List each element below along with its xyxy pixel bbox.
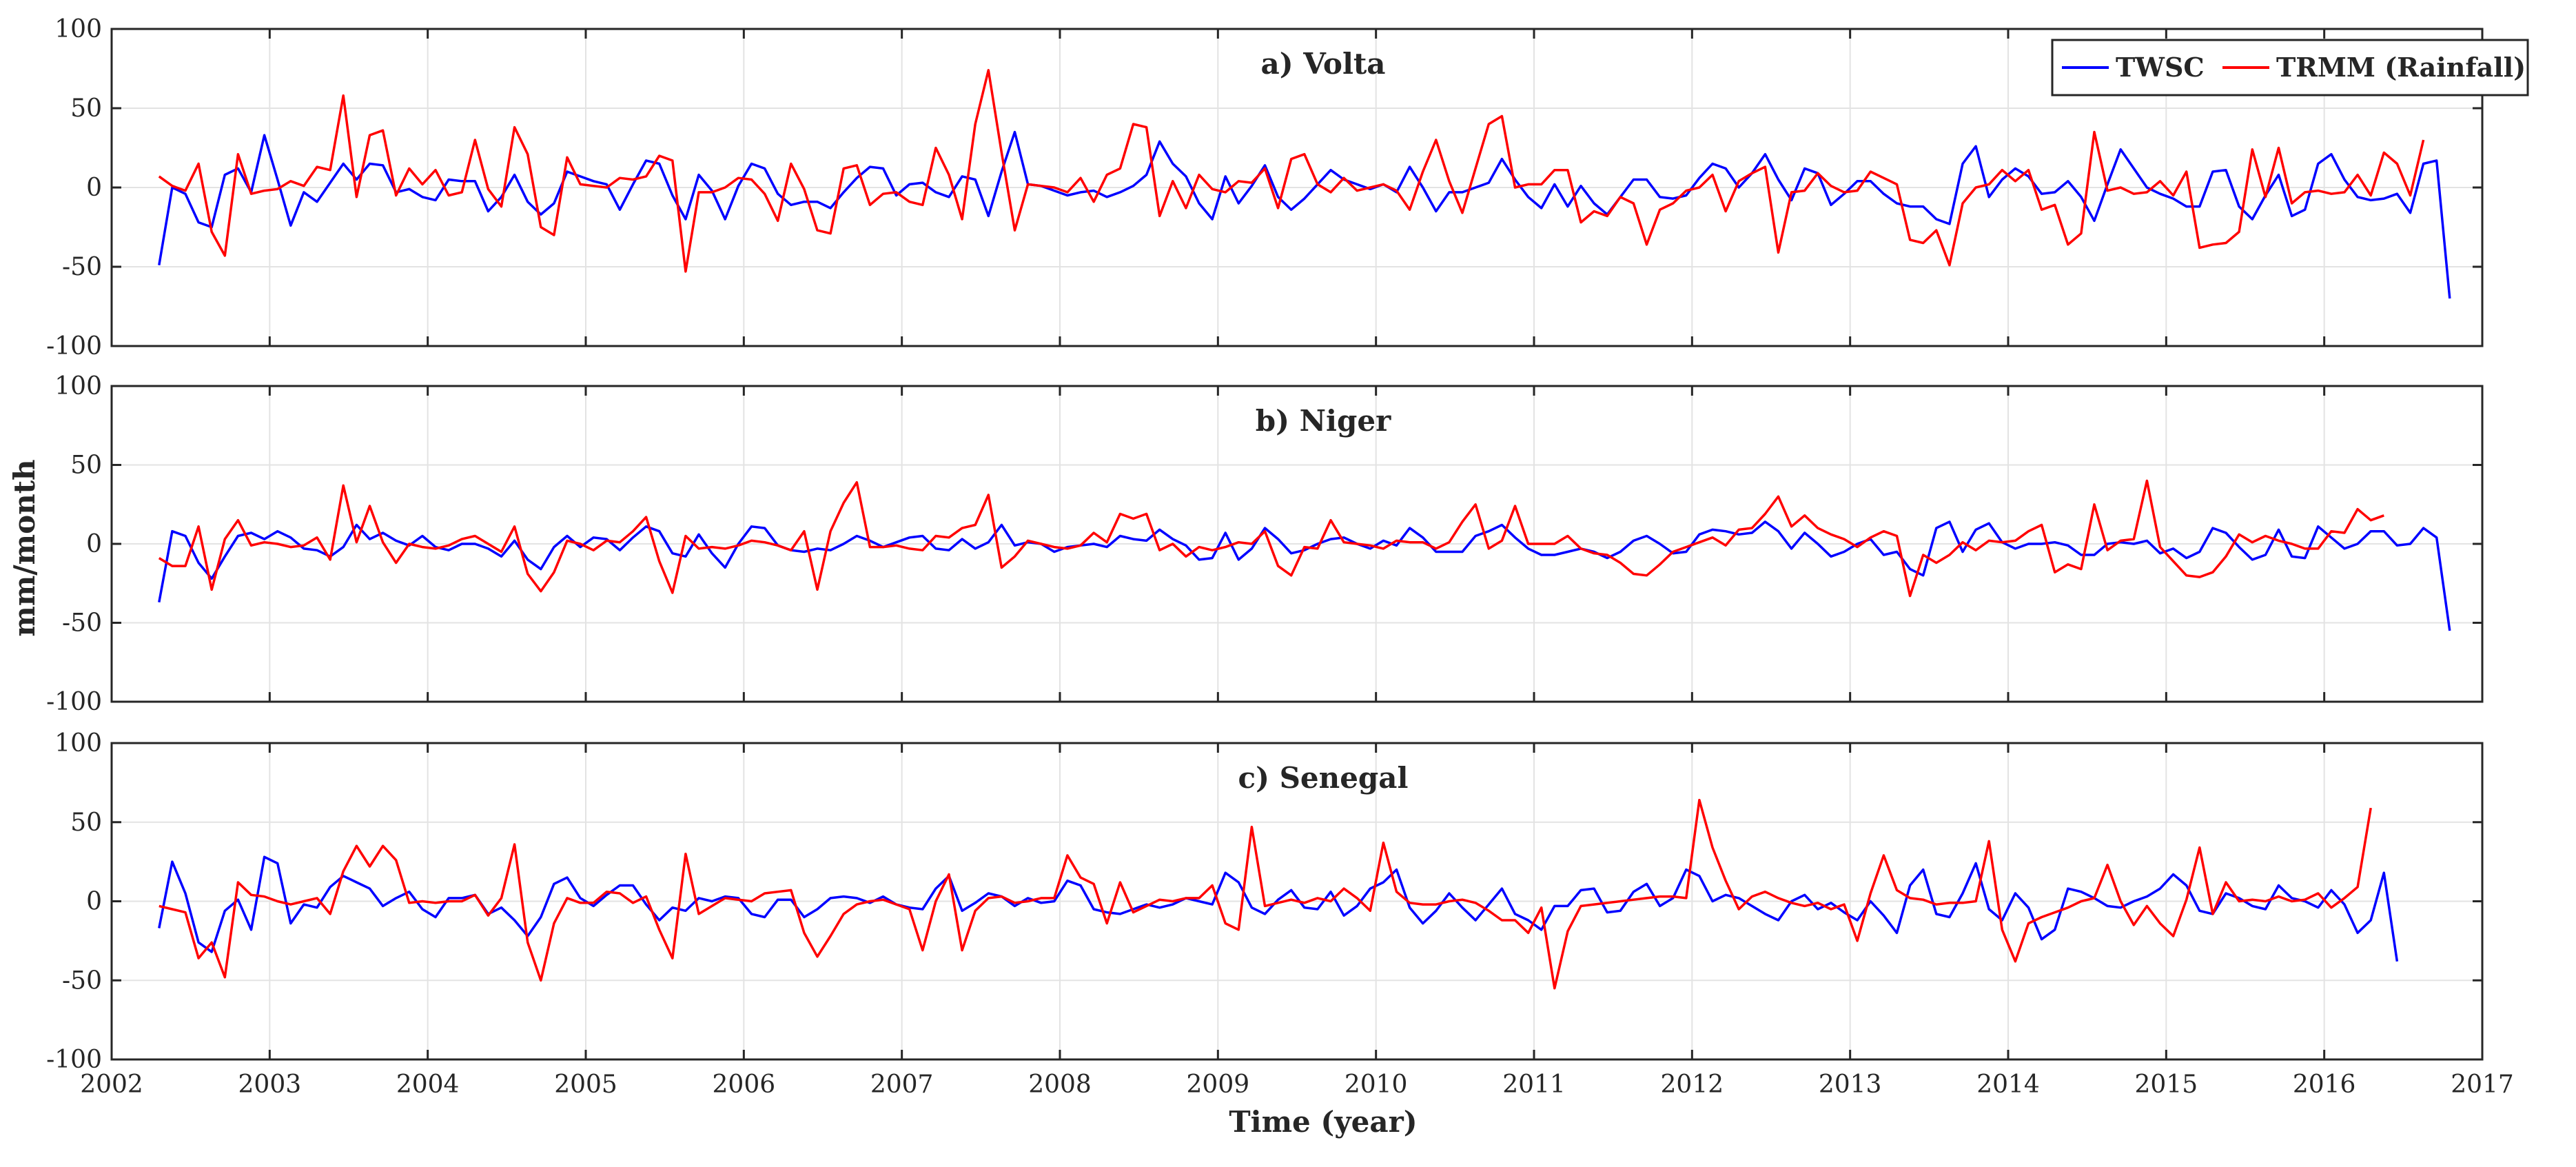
x-tick-label: 2015 [2135,1070,2198,1099]
x-tick-label: 2017 [2451,1070,2514,1099]
x-tick-label: 2005 [554,1070,617,1099]
x-tick-label: 2013 [1819,1070,1882,1099]
panel-frame [110,385,2484,703]
y-tick-label: 0 [86,888,102,916]
panel-title: b) Niger [1256,404,1391,438]
series-line-twsc [158,520,2451,631]
panel-frame [110,742,2484,1061]
y-axis-title: mm/month [8,459,41,636]
x-tick-label: 2014 [1976,1070,2040,1099]
x-tick-label: 2002 [80,1070,143,1099]
panel-frame [110,28,2484,347]
series-line-trmm-rainfall [159,798,2372,990]
y-tick-label: -50 [62,966,102,995]
y-tick-label: 100 [54,15,102,43]
y-tick-label: -100 [46,688,102,716]
x-tick-label: 2004 [396,1070,460,1099]
x-tick-label: 2016 [2293,1070,2356,1099]
y-tick-label: -100 [46,332,102,361]
series-layer [158,69,2451,990]
x-tick-label: 2009 [1187,1070,1250,1099]
y-tick-label: 50 [70,94,102,123]
panel-title: c) Senegal [1238,761,1409,795]
y-tick-label: -50 [62,253,102,281]
series-line-trmm-rainfall [158,479,2384,598]
y-tick-label: 0 [86,530,102,558]
series-line-twsc [158,855,2399,962]
x-tick-labels: 2002 2003 2004 2005 2006 2007 2008 2009 2010 2011… [80,1070,2514,1099]
x-tick-label: 2006 [713,1070,776,1099]
panel-frames [110,28,2484,1061]
x-tick-label: 2003 [238,1070,302,1099]
y-tick-label: 0 [86,174,102,202]
series-line-twsc [158,130,2451,299]
y-tick-labels: -100 -50 0 50 100 -100 -50 0 50 100 -100 -50 0 50 100 [46,15,102,1074]
legend: TWSC TRMM (Rainfall) [2051,39,2529,97]
x-axis-title: Time (year) [1229,1105,1417,1139]
x-tick-label: 2011 [1502,1070,1566,1099]
y-tick-label: 100 [54,372,102,400]
x-tick-label: 2010 [1345,1070,1408,1099]
y-tick-label: 100 [54,729,102,758]
y-tick-label: -50 [62,609,102,638]
series-line-trmm-rainfall [158,69,2425,273]
panel-title: a) Volta [1260,47,1385,81]
x-tick-label: 2008 [1028,1070,1092,1099]
legend-label-trmm: TRMM (Rainfall) [2276,52,2526,83]
legend-label-twsc: TWSC [2116,52,2205,83]
x-tick-label: 2012 [1661,1070,1724,1099]
y-tick-label: 50 [70,809,102,837]
y-tick-label: 50 [70,451,102,480]
legend-box [2051,39,2529,97]
panel-titles: a) Volta b) Niger c) Senegal [1238,47,1409,795]
x-tick-label: 2007 [870,1070,934,1099]
y-tick-label: -100 [46,1046,102,1074]
